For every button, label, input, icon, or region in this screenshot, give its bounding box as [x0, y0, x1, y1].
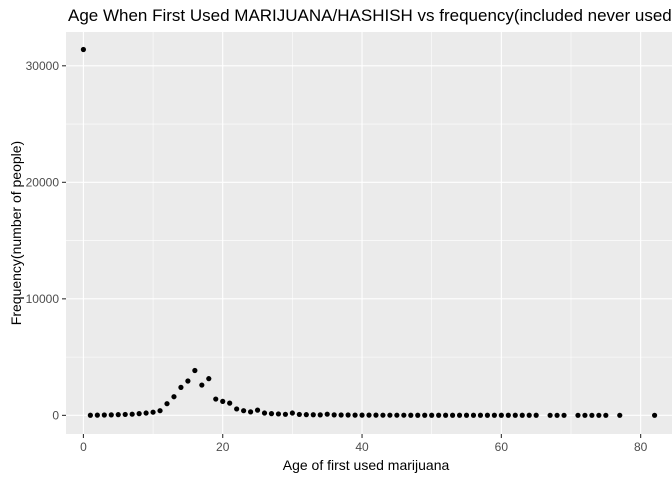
data-point [150, 409, 156, 415]
data-point [247, 409, 254, 415]
y-axis-ticks: 0 10000 20000 30000 [26, 59, 66, 422]
data-point [108, 412, 114, 418]
data-point [443, 412, 449, 418]
data-point [456, 412, 463, 418]
data-point [415, 412, 421, 418]
data-point [227, 400, 233, 406]
data-point [115, 412, 121, 418]
data-point [484, 412, 491, 418]
data-point [275, 411, 282, 417]
x-axis-title: Age of first used marijuana [283, 457, 450, 473]
data-point [519, 412, 525, 418]
data-point [429, 412, 435, 418]
grid-minor [66, 32, 672, 434]
data-point [268, 411, 275, 417]
chart-title: Age When First Used MARIJUANA/HASHISH vs… [68, 6, 672, 25]
x-tick-label: 60 [495, 440, 509, 454]
data-point [408, 412, 414, 418]
data-point [206, 376, 212, 382]
data-point [603, 412, 609, 418]
data-point [470, 412, 477, 418]
y-tick-label: 10000 [26, 292, 60, 306]
x-tick-label: 40 [355, 440, 369, 454]
data-point [310, 412, 316, 418]
y-tick-label: 0 [52, 408, 59, 422]
data-point [345, 412, 351, 418]
data-point [87, 412, 93, 418]
x-tick-label: 20 [216, 440, 230, 454]
data-point [282, 411, 289, 417]
data-point [296, 411, 302, 418]
x-tick-label: 0 [80, 440, 87, 454]
data-point [387, 412, 393, 418]
data-point [554, 412, 560, 418]
data-point [317, 412, 323, 418]
data-point [561, 412, 567, 418]
data-point [575, 412, 581, 418]
data-point [261, 410, 268, 416]
data-point [143, 410, 149, 416]
data-point [192, 367, 198, 374]
data-point [617, 412, 623, 418]
data-point [254, 407, 261, 413]
data-points [80, 46, 658, 418]
data-point [449, 412, 456, 418]
data-point [380, 412, 386, 418]
data-point [512, 412, 518, 418]
data-point [94, 412, 100, 418]
data-point [436, 412, 442, 418]
data-point [589, 412, 595, 418]
data-point [547, 412, 553, 418]
data-point [331, 412, 337, 418]
y-tick-label: 20000 [26, 175, 60, 189]
data-point [651, 412, 658, 418]
data-point [80, 46, 87, 53]
data-point [394, 412, 400, 418]
data-point [401, 412, 407, 418]
data-point [366, 412, 372, 418]
data-point [491, 412, 497, 418]
data-point [303, 412, 309, 418]
y-tick-label: 30000 [26, 59, 60, 73]
data-point [359, 412, 365, 418]
data-point [178, 384, 184, 390]
data-point [373, 412, 379, 418]
data-point [596, 412, 602, 418]
data-point [422, 412, 428, 418]
data-point [136, 411, 142, 417]
data-point [129, 411, 135, 417]
data-point [498, 412, 504, 418]
data-point [338, 412, 344, 418]
data-point [526, 412, 532, 418]
data-point [463, 412, 470, 418]
data-point [122, 411, 128, 418]
x-axis-ticks: 0 20 40 60 80 [80, 434, 648, 454]
data-point [289, 410, 295, 416]
data-point [199, 382, 205, 388]
data-point [164, 401, 170, 407]
data-point [324, 411, 330, 417]
data-point [220, 398, 226, 404]
data-point [185, 378, 191, 384]
data-point [101, 412, 107, 418]
data-point [477, 412, 484, 418]
plot-panel [66, 32, 672, 434]
data-point [533, 412, 539, 418]
data-point [241, 408, 247, 414]
data-point [234, 406, 240, 412]
y-axis-title: Frequency(number of people) [8, 141, 24, 325]
data-point [582, 412, 588, 418]
data-point [171, 394, 177, 400]
x-tick-label: 80 [634, 440, 648, 454]
data-point [157, 408, 163, 414]
data-point [213, 396, 219, 402]
data-point [505, 412, 511, 418]
data-point [352, 412, 358, 418]
